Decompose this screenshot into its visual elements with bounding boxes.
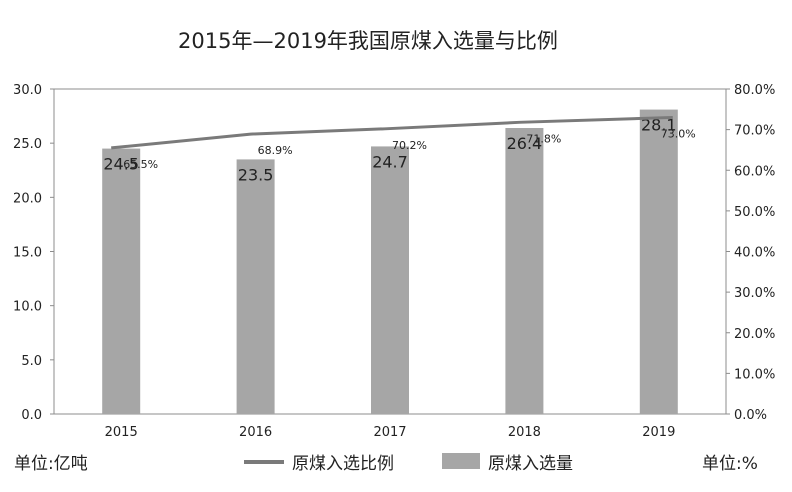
line-series: 65.5% 68.9% 70.2% 71.8% 73.0% xyxy=(111,115,696,171)
bar-value-label: 24.5 xyxy=(103,155,139,174)
right-axis-tick-label: 40.0% xyxy=(734,246,775,261)
legend-item-line: 原煤入选比例 xyxy=(244,454,394,474)
legend-footer: 单位:亿吨 原煤入选比例 原煤入选量 单位:% xyxy=(14,453,758,474)
left-axis-tick-label: 30.0 xyxy=(13,83,42,98)
right-axis-tick-label: 60.0% xyxy=(734,164,775,179)
left-y-axis: 0.0 5.0 10.0 15.0 20.0 25.0 30.0 xyxy=(13,83,54,423)
right-axis-tick-label: 0.0% xyxy=(734,408,767,423)
left-axis-tick-label: 0.0 xyxy=(21,408,42,423)
left-axis-tick-label: 25.0 xyxy=(13,137,42,152)
bar xyxy=(236,159,275,414)
bar-value-label: 26.4 xyxy=(507,134,543,153)
bar xyxy=(102,148,141,415)
bar-value-label: 24.7 xyxy=(372,152,408,171)
line-value-label: 68.9% xyxy=(258,144,293,157)
x-axis-tick-label: 2016 xyxy=(239,425,272,440)
bar xyxy=(371,146,409,414)
line-path xyxy=(111,115,673,150)
legend-bar-swatch xyxy=(442,453,480,469)
left-axis-tick-label: 20.0 xyxy=(13,191,42,206)
x-axis: 2015 2016 2017 2018 2019 xyxy=(105,425,676,440)
right-axis-tick-label: 50.0% xyxy=(734,205,775,220)
line-value-label: 70.2% xyxy=(392,139,427,152)
line-value-label: 65.5% xyxy=(123,158,158,171)
left-axis-tick-label: 5.0 xyxy=(21,354,42,369)
right-axis-tick-label: 80.0% xyxy=(734,83,775,98)
right-axis-tick-label: 10.0% xyxy=(734,367,775,382)
legend-bar-label: 原煤入选量 xyxy=(488,454,573,474)
plot-area: 24.5 23.5 24.7 26.4 28.1 65.5% 68.9% 70.2% 71.8… xyxy=(13,83,775,440)
legend-line-label: 原煤入选比例 xyxy=(292,454,394,474)
bar xyxy=(639,109,678,414)
legend-item-bar: 原煤入选量 xyxy=(442,453,573,474)
line-value-label: 71.8% xyxy=(526,132,561,145)
right-axis-tick-label: 30.0% xyxy=(734,286,775,301)
left-axis-tick-label: 15.0 xyxy=(13,246,42,261)
x-axis-tick-label: 2019 xyxy=(642,425,675,440)
x-axis-tick-label: 2018 xyxy=(508,425,541,440)
right-axis-tick-label: 20.0% xyxy=(734,327,775,342)
bar-value-label: 23.5 xyxy=(238,165,274,184)
right-axis-tick-label: 70.0% xyxy=(734,124,775,139)
x-axis-tick-label: 2015 xyxy=(105,425,138,440)
chart-title: 2015年—2019年我国原煤入选量与比例 xyxy=(178,29,558,53)
line-value-label: 73.0% xyxy=(661,127,696,140)
bar-value-label: 28.1 xyxy=(641,116,677,135)
left-unit-label: 单位:亿吨 xyxy=(14,454,88,474)
bar xyxy=(505,128,544,414)
left-axis-tick-label: 10.0 xyxy=(13,300,42,315)
bar-series: 24.5 23.5 24.7 26.4 28.1 xyxy=(102,109,678,415)
right-unit-label: 单位:% xyxy=(702,454,758,474)
right-y-axis: 0.0% 10.0% 20.0% 30.0% 40.0% 50.0% 60.0% 70.0% 8… xyxy=(726,83,775,423)
x-axis-tick-label: 2017 xyxy=(373,425,406,440)
